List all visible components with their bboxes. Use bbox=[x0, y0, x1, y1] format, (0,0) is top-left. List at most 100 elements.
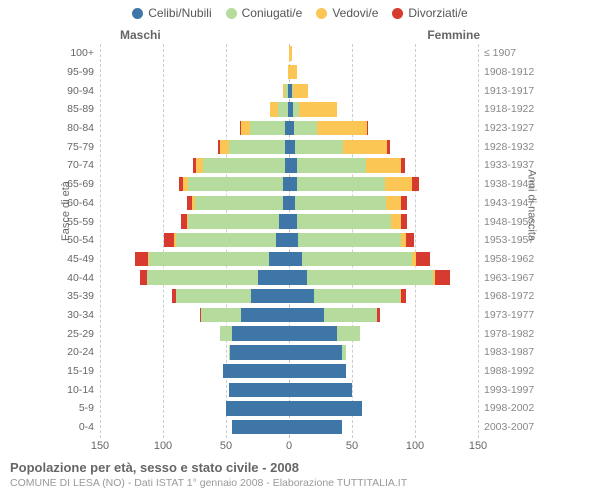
bars-male bbox=[100, 362, 289, 381]
pyramid-row: 30-341973-1977 bbox=[60, 306, 536, 325]
birth-year-label: 2003-2007 bbox=[478, 421, 536, 433]
bar-segment bbox=[377, 308, 380, 322]
bars-male bbox=[100, 44, 289, 63]
bar-segment bbox=[416, 252, 430, 266]
birth-year-label: 1948-1952 bbox=[478, 216, 536, 228]
bar-pair bbox=[100, 399, 478, 418]
bar-segment bbox=[188, 177, 283, 191]
birth-year-label: 1928-1932 bbox=[478, 141, 536, 153]
bar-segment bbox=[366, 158, 401, 172]
pyramid-row: 20-24 1983-1987 bbox=[60, 343, 536, 362]
bar-segment bbox=[289, 46, 292, 60]
bar-segment bbox=[276, 233, 289, 247]
x-axis-inner: 15010050050100150 bbox=[100, 438, 478, 454]
bars-female bbox=[289, 175, 478, 194]
footer: Popolazione per età, sesso e stato civil… bbox=[0, 454, 600, 489]
bar-pair bbox=[100, 287, 478, 306]
bar-segment bbox=[196, 158, 204, 172]
bars-male bbox=[100, 399, 289, 418]
bar-pair bbox=[100, 137, 478, 156]
bar-segment bbox=[289, 308, 324, 322]
birth-year-label: ≤ 1907 bbox=[478, 47, 536, 59]
bar-segment bbox=[289, 326, 337, 340]
bars-female bbox=[289, 418, 478, 437]
plot-area: Fasce di età Anni di nascita 100+≤ 19079… bbox=[60, 44, 536, 438]
bar-pair bbox=[100, 268, 478, 287]
pyramid-row: 40-44 1963-1967 bbox=[60, 268, 536, 287]
birth-year-label: 1993-1997 bbox=[478, 384, 536, 396]
bar-segment bbox=[241, 308, 289, 322]
legend-swatch bbox=[226, 8, 237, 19]
legend-swatch bbox=[316, 8, 327, 19]
bar-segment bbox=[289, 270, 307, 284]
age-label: 40-44 bbox=[60, 272, 100, 284]
age-label: 30-34 bbox=[60, 309, 100, 321]
bar-segment bbox=[135, 252, 148, 266]
birth-year-label: 1923-1927 bbox=[478, 122, 536, 134]
pyramid-row: 100+≤ 1907 bbox=[60, 44, 536, 63]
bar-segment bbox=[278, 102, 288, 116]
footer-subtitle: COMUNE DI LESA (NO) - Dati ISTAT 1° genn… bbox=[10, 477, 590, 489]
bars-male bbox=[100, 119, 289, 138]
bar-segment bbox=[343, 140, 387, 154]
pyramid-row: 45-491958-1962 bbox=[60, 250, 536, 269]
bar-segment bbox=[367, 121, 368, 135]
bar-segment bbox=[201, 308, 241, 322]
bar-segment bbox=[241, 121, 250, 135]
pyramid-row: 50-541953-1957 bbox=[60, 231, 536, 250]
legend-label: Coniugati/e bbox=[242, 6, 303, 20]
bar-segment bbox=[391, 214, 401, 228]
bar-segment bbox=[289, 289, 314, 303]
bars-male bbox=[100, 156, 289, 175]
bars-male bbox=[100, 324, 289, 343]
bars-female bbox=[289, 156, 478, 175]
bar-segment bbox=[297, 158, 366, 172]
age-label: 0-4 bbox=[60, 421, 100, 433]
x-tick-label: 100 bbox=[154, 440, 172, 452]
birth-year-label: 1963-1967 bbox=[478, 272, 536, 284]
birth-year-label: 1983-1987 bbox=[478, 346, 536, 358]
bars-female bbox=[289, 212, 478, 231]
x-tick-label: 100 bbox=[406, 440, 424, 452]
x-tick-label: 150 bbox=[469, 440, 487, 452]
legend-item: Divorziati/e bbox=[392, 6, 467, 20]
bar-segment bbox=[298, 233, 401, 247]
x-axis: 15010050050100150 bbox=[60, 438, 536, 454]
bars-female bbox=[289, 119, 478, 138]
age-label: 20-24 bbox=[60, 346, 100, 358]
bar-segment bbox=[295, 140, 343, 154]
pyramid-row: 60-641943-1947 bbox=[60, 194, 536, 213]
bar-segment bbox=[297, 177, 385, 191]
bar-segment bbox=[230, 345, 289, 359]
bar-segment bbox=[270, 102, 278, 116]
bar-segment bbox=[289, 158, 297, 172]
bars-female bbox=[289, 324, 478, 343]
legend-item: Coniugati/e bbox=[226, 6, 303, 20]
bar-segment bbox=[223, 364, 289, 378]
bar-segment bbox=[342, 345, 346, 359]
bar-pair bbox=[100, 362, 478, 381]
birth-year-label: 1958-1962 bbox=[478, 253, 536, 265]
bar-pair bbox=[100, 119, 478, 138]
x-tick-label: 50 bbox=[346, 440, 358, 452]
bars-female bbox=[289, 399, 478, 418]
legend-label: Divorziati/e bbox=[408, 6, 467, 20]
bar-segment bbox=[385, 177, 413, 191]
bar-pair bbox=[100, 418, 478, 437]
bars-male bbox=[100, 231, 289, 250]
bar-segment bbox=[289, 233, 298, 247]
bars-female bbox=[289, 63, 478, 82]
bars-female bbox=[289, 231, 478, 250]
bars-male bbox=[100, 175, 289, 194]
bar-pair bbox=[100, 212, 478, 231]
bars-male bbox=[100, 268, 289, 287]
bars-female bbox=[289, 100, 478, 119]
bar-segment bbox=[293, 84, 308, 98]
bars-male bbox=[100, 194, 289, 213]
bar-pair bbox=[100, 231, 478, 250]
bar-segment bbox=[229, 140, 286, 154]
x-tick-label: 0 bbox=[286, 440, 292, 452]
bar-segment bbox=[251, 289, 289, 303]
bar-segment bbox=[289, 65, 297, 79]
legend: Celibi/NubiliConiugati/eVedovi/eDivorzia… bbox=[0, 0, 600, 20]
